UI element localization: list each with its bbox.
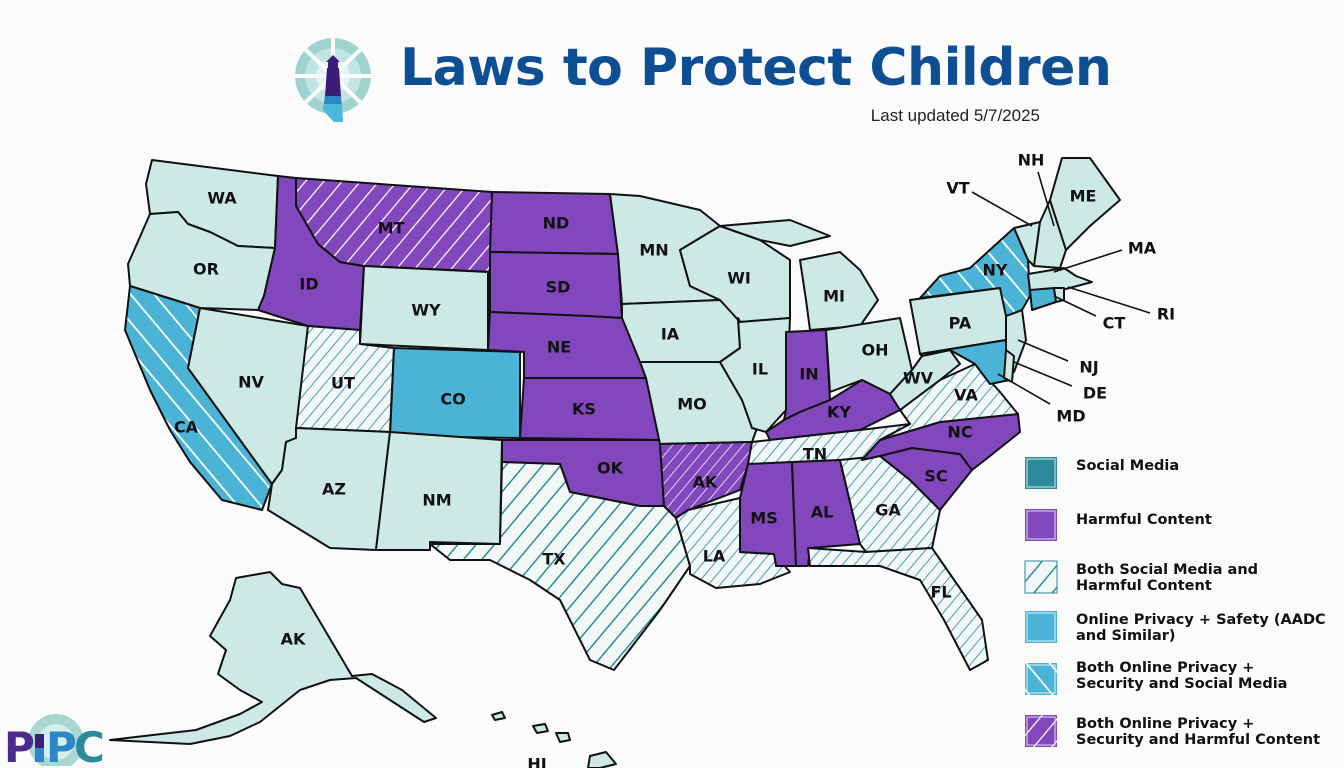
last-updated-text: Last updated 5/7/2025 — [870, 106, 1040, 125]
label-al: AL — [811, 503, 834, 522]
label-de: DE — [1083, 384, 1107, 403]
label-mt: MT — [378, 219, 405, 238]
label-md: MD — [1056, 407, 1085, 426]
label-hi: HI — [527, 755, 546, 768]
legend-label: Both Online Privacy + Security and Harmf… — [1076, 716, 1321, 748]
label-me: ME — [1070, 187, 1097, 206]
pipc-logo-p2: P — [46, 723, 77, 766]
label-ut: UT — [331, 374, 355, 393]
label-nv: NV — [238, 373, 264, 392]
state-ak[interactable] — [109, 571, 437, 745]
social-media-swatch-icon — [1025, 457, 1057, 489]
leader-ct — [1053, 295, 1097, 317]
label-ri: RI — [1157, 305, 1175, 324]
state-me[interactable] — [1049, 157, 1121, 251]
label-fl: FL — [930, 583, 951, 602]
leader-nj — [1017, 339, 1069, 362]
label-tx: TX — [542, 550, 566, 569]
label-wa: WA — [207, 189, 237, 208]
legend-item-harmful-content: Harmful Content — [1024, 508, 1326, 542]
label-ga: GA — [875, 501, 901, 520]
label-pa: PA — [949, 314, 972, 333]
leader-vt — [971, 191, 1033, 227]
state-nh[interactable] — [1033, 199, 1067, 269]
label-mn: MN — [639, 241, 668, 260]
label-la: LA — [703, 547, 726, 566]
label-tn: TN — [803, 445, 827, 464]
state-wv[interactable] — [889, 349, 961, 411]
label-ne: NE — [547, 338, 571, 357]
leader-de — [1013, 361, 1073, 387]
label-sd: SD — [546, 278, 571, 297]
label-ia: IA — [661, 325, 680, 344]
state-mi[interactable] — [719, 219, 879, 331]
label-ny: NY — [983, 261, 1008, 280]
label-ms: MS — [750, 509, 777, 528]
label-ct: CT — [1103, 314, 1126, 333]
label-ar: AK — [693, 473, 718, 492]
label-nh: NH — [1018, 151, 1045, 170]
label-va: VA — [954, 386, 978, 405]
header: Laws to Protect Children Last updated 5/… — [0, 0, 1344, 140]
label-nm: NM — [422, 491, 451, 510]
privacy-safety-swatch-icon — [1025, 611, 1057, 643]
label-id: ID — [299, 275, 318, 294]
pipc-logo-p: P — [4, 723, 35, 766]
label-mo: MO — [677, 395, 707, 414]
label-nc: NC — [947, 423, 972, 442]
pipc-logo-c: C — [74, 723, 105, 766]
label-ky: KY — [827, 403, 851, 422]
label-nj: NJ — [1079, 358, 1098, 377]
label-ks: KS — [572, 400, 596, 419]
state-de[interactable] — [1003, 349, 1015, 383]
leader-md — [997, 373, 1051, 405]
legend-label: Online Privacy + Safety (AADC and Simila… — [1076, 612, 1326, 644]
legend-label: Harmful Content — [1076, 512, 1212, 528]
hatched-teal-swatch-icon — [1024, 560, 1058, 594]
pipc-logo: P P C — [4, 714, 105, 766]
state-ma[interactable] — [1027, 267, 1093, 291]
label-az: AZ — [322, 480, 346, 499]
label-wi: WI — [727, 269, 751, 288]
state-ia[interactable] — [621, 299, 741, 363]
legend-item-privacy-harmful: Both Online Privacy + Security and Harmf… — [1024, 714, 1326, 748]
label-wv: WV — [903, 369, 934, 388]
label-mi: MI — [823, 287, 845, 306]
label-or: OR — [193, 260, 219, 279]
label-il: IL — [752, 360, 768, 379]
hatched-purple-swatch-icon — [1025, 715, 1057, 747]
label-sc: SC — [924, 467, 947, 486]
state-fl[interactable] — [807, 547, 989, 671]
lighthouse-icon — [294, 36, 372, 122]
harmful-content-swatch-icon — [1025, 509, 1057, 541]
legend-label: Social Media — [1076, 458, 1180, 474]
legend-item-privacy-safety: Online Privacy + Safety (AADC and Simila… — [1024, 610, 1326, 644]
label-wy: WY — [411, 301, 441, 320]
label-nd: ND — [543, 214, 570, 233]
state-ct[interactable] — [1029, 287, 1057, 311]
label-co: CO — [440, 390, 465, 409]
leader-nh — [1037, 171, 1055, 227]
label-ca: CA — [174, 418, 199, 437]
us-map: WA OR CA NV ID MT WY UT AZ CO NM ND SD N… — [0, 140, 1344, 768]
label-in: IN — [799, 365, 818, 384]
label-ak: AK — [281, 630, 306, 649]
legend-label: Both Online Privacy + Security and Socia… — [1076, 660, 1288, 692]
label-ma: MA — [1128, 239, 1157, 258]
page-title: Laws to Protect Children — [400, 38, 1112, 98]
hatched-blue-swatch-icon — [1025, 663, 1057, 695]
legend-item-privacy-social: Both Online Privacy + Security and Socia… — [1024, 660, 1326, 696]
legend-label: Both Social Media and Harmful Content — [1076, 562, 1259, 594]
state-tx[interactable] — [429, 461, 691, 671]
legend-item-both-social-harmful: Both Social Media and Harmful Content — [1024, 560, 1326, 594]
leader-ma — [1053, 249, 1123, 273]
label-oh: OH — [862, 341, 889, 360]
label-ok: OK — [597, 459, 624, 478]
legend-item-social-media: Social Media — [1024, 456, 1326, 490]
leader-ri — [1067, 286, 1151, 314]
label-vt: VT — [946, 179, 969, 198]
state-la[interactable] — [675, 497, 791, 589]
state-hi[interactable] — [491, 711, 617, 768]
